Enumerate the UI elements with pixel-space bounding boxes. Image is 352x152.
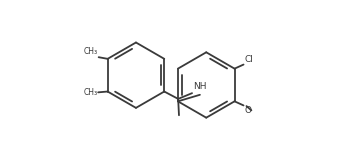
Text: NH: NH bbox=[193, 82, 206, 91]
Text: Cl: Cl bbox=[244, 55, 253, 64]
Text: O: O bbox=[244, 106, 251, 115]
Text: CH₃: CH₃ bbox=[84, 47, 98, 56]
Text: CH₃: CH₃ bbox=[83, 88, 98, 97]
